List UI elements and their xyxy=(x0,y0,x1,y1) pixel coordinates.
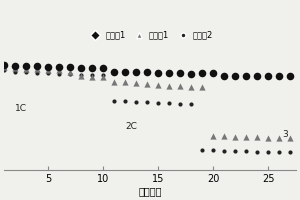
Point xyxy=(255,150,260,153)
Point xyxy=(2,65,7,69)
Point xyxy=(222,149,227,152)
Point xyxy=(288,74,293,78)
Point xyxy=(90,73,94,76)
Point xyxy=(189,86,194,89)
Point xyxy=(156,71,161,74)
Point xyxy=(178,102,183,105)
Point xyxy=(57,72,62,75)
Point xyxy=(46,69,51,72)
Point xyxy=(277,150,282,153)
Point xyxy=(68,65,73,69)
Text: 1C: 1C xyxy=(15,104,27,113)
Point xyxy=(211,148,216,151)
Point xyxy=(145,100,150,103)
Point xyxy=(134,70,139,73)
Point xyxy=(233,74,238,78)
Point xyxy=(35,71,40,74)
Point xyxy=(211,71,216,74)
Point xyxy=(233,149,238,152)
Point xyxy=(79,73,84,76)
Point xyxy=(123,80,128,83)
Point xyxy=(266,137,271,140)
Point xyxy=(13,64,18,68)
Point xyxy=(79,67,84,70)
Point xyxy=(244,74,249,78)
Point xyxy=(200,148,205,151)
Point xyxy=(24,68,28,71)
Point xyxy=(101,73,106,76)
Point xyxy=(123,99,128,102)
Point xyxy=(200,71,205,74)
Point xyxy=(156,101,161,104)
Point xyxy=(178,71,183,74)
Point xyxy=(112,80,117,83)
Point xyxy=(123,70,128,73)
Point xyxy=(57,69,62,72)
X-axis label: 循环次数: 循环次数 xyxy=(138,186,162,196)
Point xyxy=(200,86,205,89)
Point xyxy=(79,74,84,78)
Point xyxy=(24,64,28,68)
Point xyxy=(112,99,117,102)
Point xyxy=(189,102,194,105)
Point xyxy=(134,81,139,84)
Point xyxy=(90,76,94,79)
Point xyxy=(101,67,106,70)
Point xyxy=(90,67,94,70)
Point xyxy=(277,137,282,140)
Point xyxy=(266,150,271,153)
Point xyxy=(13,70,18,73)
Point xyxy=(24,70,28,73)
Point xyxy=(211,135,216,138)
Point xyxy=(233,136,238,139)
Point xyxy=(2,69,7,72)
Point xyxy=(13,67,18,70)
Point xyxy=(68,70,73,73)
Point xyxy=(46,65,51,69)
Point xyxy=(244,136,249,139)
Text: 2C: 2C xyxy=(125,122,137,131)
Point xyxy=(222,135,227,138)
Point xyxy=(134,100,139,103)
Point xyxy=(244,149,249,152)
Text: 3: 3 xyxy=(283,130,288,139)
Point xyxy=(167,71,172,74)
Point xyxy=(101,76,106,79)
Point xyxy=(255,136,260,139)
Point xyxy=(145,70,150,73)
Point xyxy=(145,82,150,85)
Point xyxy=(277,74,282,78)
Point xyxy=(68,72,73,75)
Legend: 实施例1, 对比例1, 对比例2: 实施例1, 对比例1, 对比例2 xyxy=(87,31,213,40)
Point xyxy=(2,63,7,66)
Point xyxy=(156,83,161,87)
Point xyxy=(35,64,40,68)
Point xyxy=(255,74,260,78)
Point xyxy=(57,65,62,69)
Point xyxy=(288,137,293,140)
Point xyxy=(167,101,172,104)
Point xyxy=(112,70,117,73)
Point xyxy=(46,71,51,74)
Point xyxy=(288,150,293,153)
Point xyxy=(222,74,227,78)
Point xyxy=(266,74,271,78)
Point xyxy=(35,68,40,71)
Point xyxy=(178,84,183,88)
Point xyxy=(167,84,172,88)
Point xyxy=(189,72,194,75)
